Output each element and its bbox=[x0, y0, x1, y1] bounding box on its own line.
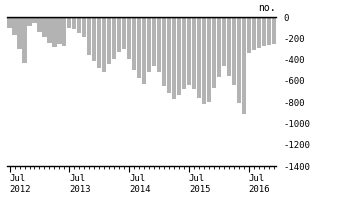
Bar bbox=[247, 17, 251, 53]
Bar bbox=[152, 17, 156, 66]
Bar bbox=[192, 17, 196, 89]
Bar bbox=[257, 17, 261, 48]
Bar bbox=[42, 17, 47, 37]
Bar bbox=[67, 17, 72, 28]
Bar bbox=[137, 17, 141, 78]
Bar bbox=[92, 17, 96, 61]
Bar bbox=[132, 17, 136, 70]
Bar bbox=[172, 17, 176, 99]
Bar bbox=[162, 17, 166, 86]
Bar bbox=[52, 17, 57, 47]
Bar bbox=[207, 17, 211, 102]
Bar bbox=[107, 17, 111, 64]
Bar bbox=[7, 17, 12, 28]
Bar bbox=[27, 17, 32, 26]
Bar bbox=[217, 17, 221, 77]
Bar bbox=[267, 17, 271, 45]
Bar bbox=[212, 17, 216, 88]
Bar bbox=[97, 17, 101, 68]
Bar bbox=[272, 17, 276, 44]
Bar bbox=[167, 17, 171, 93]
Bar bbox=[142, 17, 146, 84]
Bar bbox=[17, 17, 22, 49]
Bar bbox=[242, 17, 246, 114]
Bar bbox=[122, 17, 126, 49]
Bar bbox=[57, 17, 62, 44]
Text: no.: no. bbox=[258, 3, 276, 13]
Bar bbox=[252, 17, 256, 50]
Bar bbox=[187, 17, 191, 85]
Bar bbox=[77, 17, 81, 33]
Bar bbox=[47, 17, 52, 43]
Bar bbox=[82, 17, 86, 37]
Bar bbox=[197, 17, 201, 98]
Bar bbox=[177, 17, 181, 95]
Bar bbox=[202, 17, 206, 104]
Bar bbox=[12, 17, 17, 35]
Bar bbox=[262, 17, 266, 46]
Bar bbox=[232, 17, 236, 85]
Bar bbox=[222, 17, 226, 66]
Bar bbox=[102, 17, 106, 72]
Bar bbox=[87, 17, 91, 55]
Bar bbox=[127, 17, 131, 59]
Bar bbox=[182, 17, 186, 89]
Bar bbox=[236, 17, 241, 103]
Bar bbox=[227, 17, 231, 76]
Bar bbox=[22, 17, 27, 63]
Bar bbox=[117, 17, 121, 52]
Bar bbox=[32, 17, 36, 23]
Bar bbox=[157, 17, 161, 72]
Bar bbox=[38, 17, 41, 32]
Bar bbox=[112, 17, 116, 59]
Bar bbox=[72, 17, 76, 29]
Bar bbox=[62, 17, 67, 46]
Bar bbox=[147, 17, 151, 72]
